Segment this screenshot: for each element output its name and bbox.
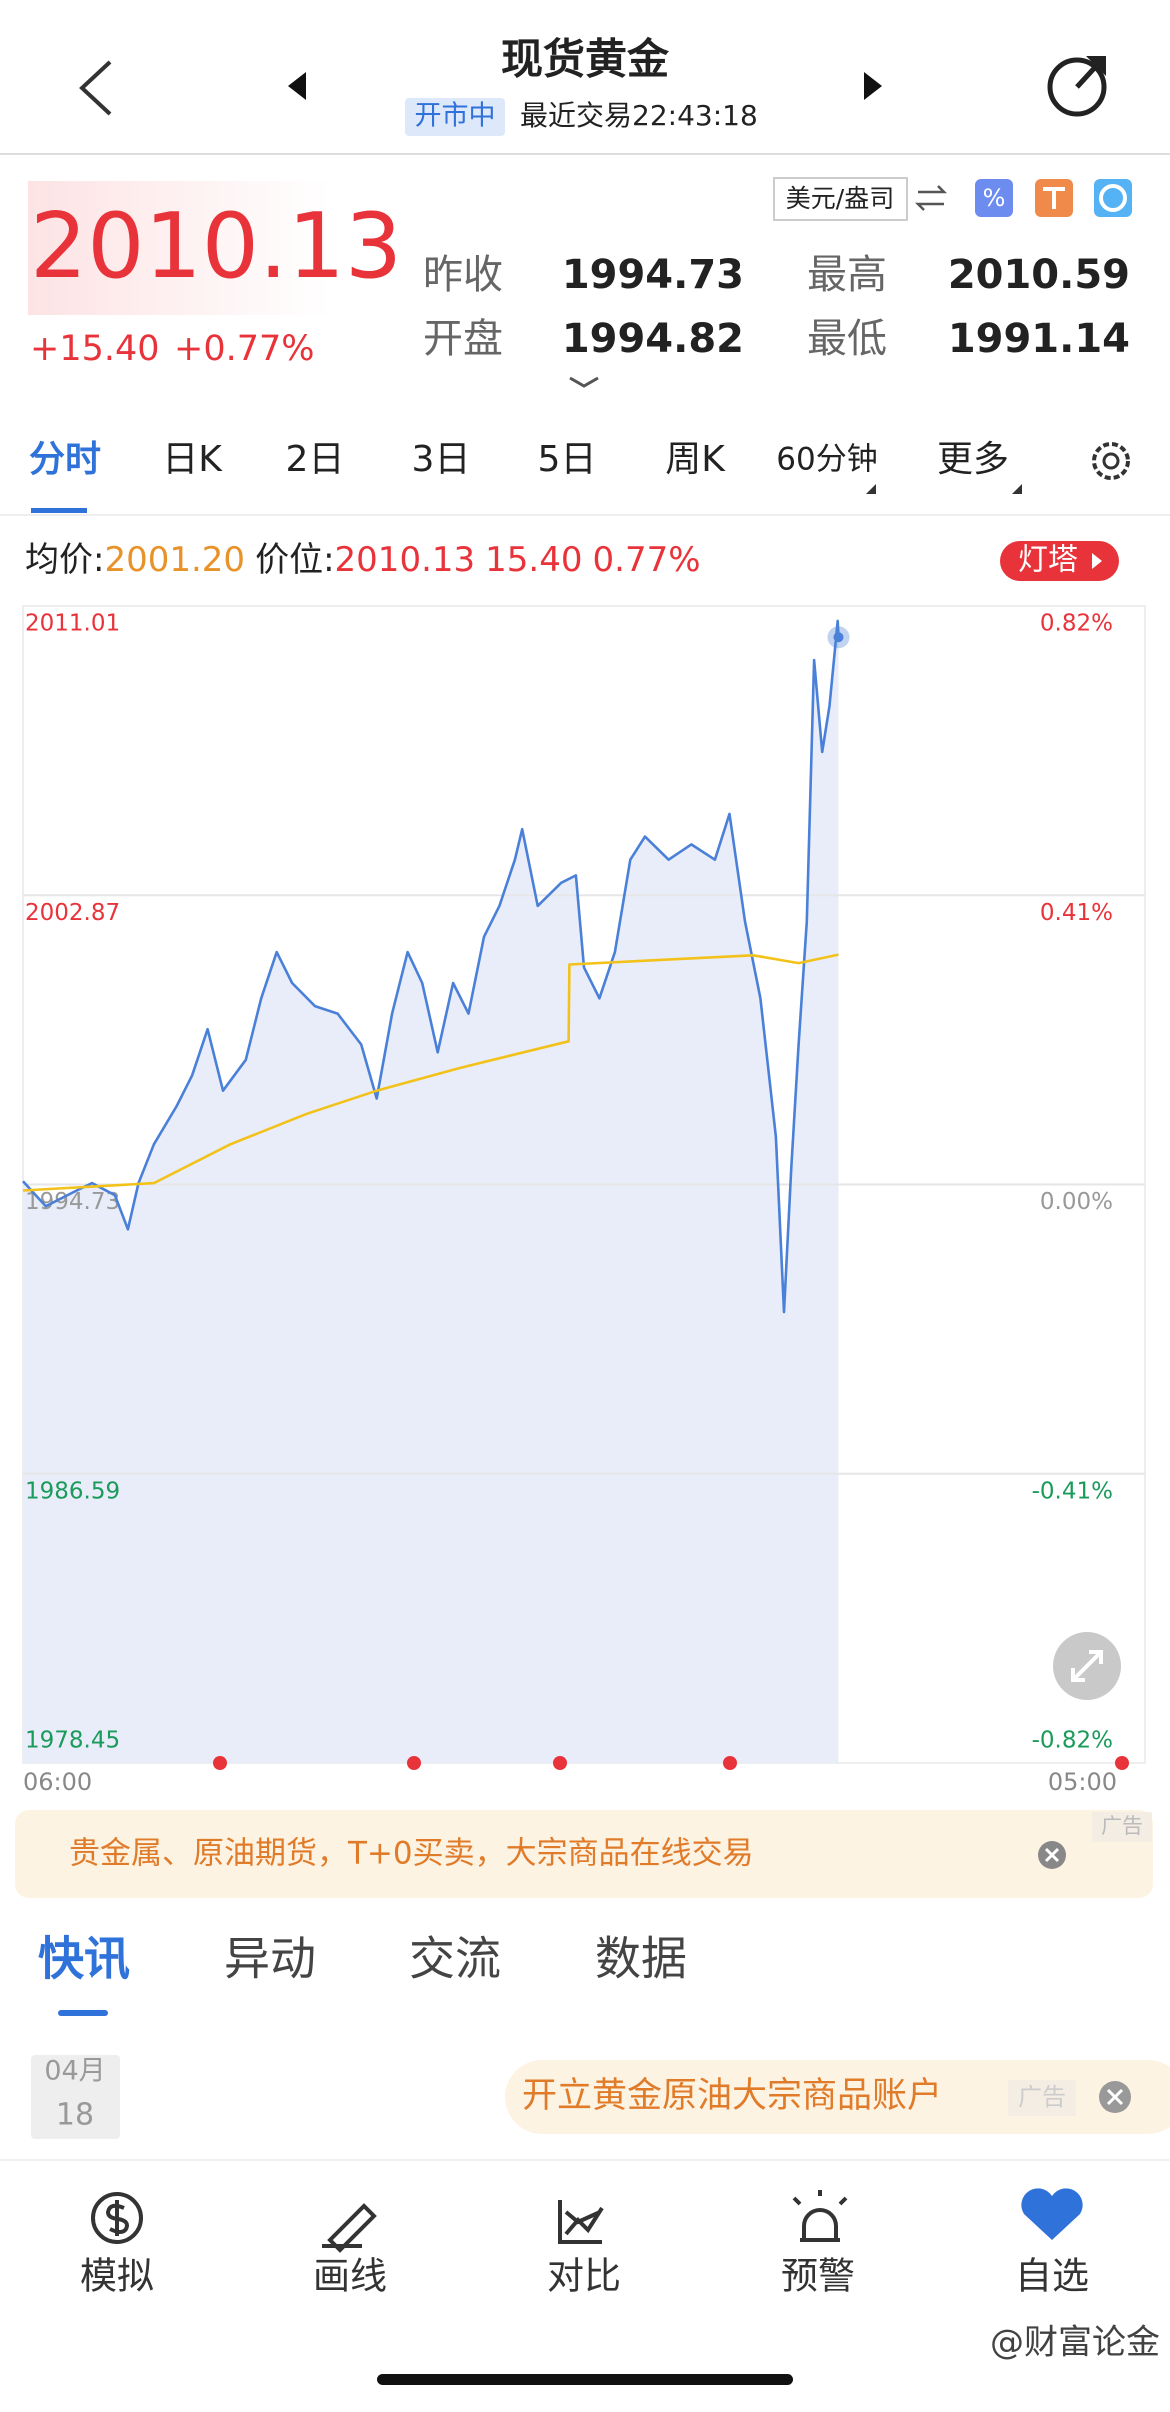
avg-label: 均价: <box>25 540 104 580</box>
y2-tick-label: -0.41% <box>1032 1478 1113 1504</box>
info-row: 均价:2001.20 价位:2010.13 15.40 0.77% <box>25 540 701 580</box>
y2-tick-label: 0.00% <box>1040 1189 1113 1215</box>
settings-button[interactable] <box>1092 442 1130 480</box>
toolbar-label[interactable]: 自选 <box>1015 2255 1089 2298</box>
icon-percent[interactable] <box>975 179 1013 217</box>
x-tick-label: 05:00 <box>1048 1768 1117 1796</box>
stat-label: 昨收 <box>423 252 503 298</box>
stat-value: 2010.59 <box>948 252 1130 298</box>
title: 现货黄金 <box>501 35 670 84</box>
unit-box[interactable] <box>773 177 908 221</box>
swap-icon[interactable] <box>914 185 948 211</box>
account-ad-tag: 广告 <box>1018 2083 1066 2111</box>
last-point <box>833 632 844 643</box>
y2-tick-label: 0.41% <box>1040 900 1113 926</box>
icon-glyph <box>1099 184 1127 212</box>
stat-label: 最高 <box>807 252 887 298</box>
watermark: @财富论金 <box>990 2323 1160 2363</box>
toolbar-label[interactable]: 画线 <box>313 2255 387 2298</box>
badge[interactable] <box>1000 541 1119 581</box>
price-line <box>22 619 840 1314</box>
refresh-button[interactable] <box>1047 56 1107 117</box>
price-highlight <box>28 181 330 315</box>
price-label: 价位: <box>255 540 334 580</box>
fullscreen-button[interactable] <box>1053 1632 1121 1700</box>
tab[interactable]: 更多 <box>937 439 1009 480</box>
toolbar-icons <box>91 2190 848 2253</box>
unit: 美元/盎司 <box>786 184 894 213</box>
toolbar-label[interactable]: 对比 <box>547 2255 621 2298</box>
ad-tag-box <box>1092 1812 1152 1842</box>
y-tick-label: 1978.45 <box>25 1728 120 1754</box>
ad-banner[interactable] <box>15 1810 1153 1898</box>
account-ad-text: 开立黄金原油大宗商品账户 <box>522 2076 942 2116</box>
tab[interactable]: 分时 <box>29 439 101 480</box>
stat-value: 1994.82 <box>562 316 744 362</box>
stat-value: 1994.73 <box>562 252 744 298</box>
tab[interactable]: 3日 <box>412 439 471 480</box>
tab[interactable]: 日K <box>162 439 223 480</box>
x-tick-label: 06:00 <box>23 1768 92 1796</box>
ad-close-glyph <box>1044 1847 1060 1863</box>
tab-corner <box>866 484 876 494</box>
news-tab-underline <box>58 2010 108 2016</box>
ad-tag-box <box>1008 2080 1076 2116</box>
toolbar-label[interactable]: 模拟 <box>80 2255 154 2298</box>
price: 2010.13 <box>30 194 402 299</box>
back-button[interactable] <box>79 60 112 116</box>
price-area <box>23 620 839 1763</box>
prev-button[interactable] <box>288 72 306 100</box>
ad-text: 贵金属、原油期货，T+0买卖，大宗商品在线交易 <box>69 1836 754 1872</box>
stat-label: 开盘 <box>423 316 503 362</box>
tab-corner <box>1012 484 1022 494</box>
toolbar-label[interactable]: 预警 <box>781 2255 855 2298</box>
tab-underline <box>31 508 87 513</box>
ad-close-glyph <box>1106 2088 1124 2106</box>
price-value: 2010.13 <box>335 540 476 580</box>
news-tab[interactable]: 交流 <box>409 1932 501 1986</box>
price-change: 15.40 <box>485 540 582 580</box>
tab[interactable]: 5日 <box>538 439 597 480</box>
date-box <box>31 2055 120 2139</box>
status: 开市中 <box>415 101 496 132</box>
stat-label: 最低 <box>807 316 887 362</box>
change-pct: +0.77% <box>174 329 315 369</box>
y-tick-label: 2011.01 <box>25 611 120 637</box>
badge-text: 灯塔 <box>1018 543 1078 578</box>
y-tick-label: 1986.59 <box>25 1478 120 1504</box>
icon-glyph: % <box>983 184 1006 212</box>
icon-glyph <box>1043 187 1065 209</box>
date-month: 04月 <box>44 2056 105 2087</box>
account-ad[interactable] <box>505 2060 1170 2134</box>
expand-chevron[interactable] <box>569 376 599 388</box>
y2-tick-label: -0.82% <box>1032 1728 1113 1754</box>
status-badge <box>405 98 505 136</box>
y2-tick-label: 0.82% <box>1040 611 1113 637</box>
change: +15.40 <box>30 329 160 369</box>
stat-value: 1991.14 <box>948 316 1130 362</box>
y-tick-label: 2002.87 <box>25 900 120 926</box>
tab[interactable]: 周K <box>665 439 726 480</box>
last-trade: 最近交易22:43:18 <box>520 99 758 132</box>
avg-value: 2001.20 <box>104 540 245 580</box>
home-indicator <box>377 2374 793 2385</box>
event-dots <box>213 1756 1129 1770</box>
badge-arrow <box>1092 553 1102 569</box>
tab[interactable]: 2日 <box>286 439 345 480</box>
news-tab[interactable]: 快讯 <box>38 1932 130 1986</box>
price-change-pct: 0.77% <box>593 540 701 580</box>
tab[interactable]: 60分钟 <box>776 442 877 478</box>
news-tab[interactable]: 异动 <box>224 1932 316 1986</box>
next-button[interactable] <box>864 72 882 100</box>
favorite-icon <box>1021 2188 1083 2240</box>
ad-tag: 广告 <box>1101 1814 1143 1838</box>
news-tab[interactable]: 数据 <box>595 1932 687 1986</box>
date-day: 18 <box>56 2098 94 2133</box>
average-line <box>22 953 839 1192</box>
